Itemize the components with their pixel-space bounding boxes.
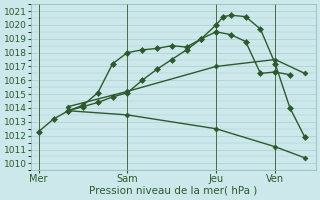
X-axis label: Pression niveau de la mer( hPa ): Pression niveau de la mer( hPa ): [90, 186, 258, 196]
